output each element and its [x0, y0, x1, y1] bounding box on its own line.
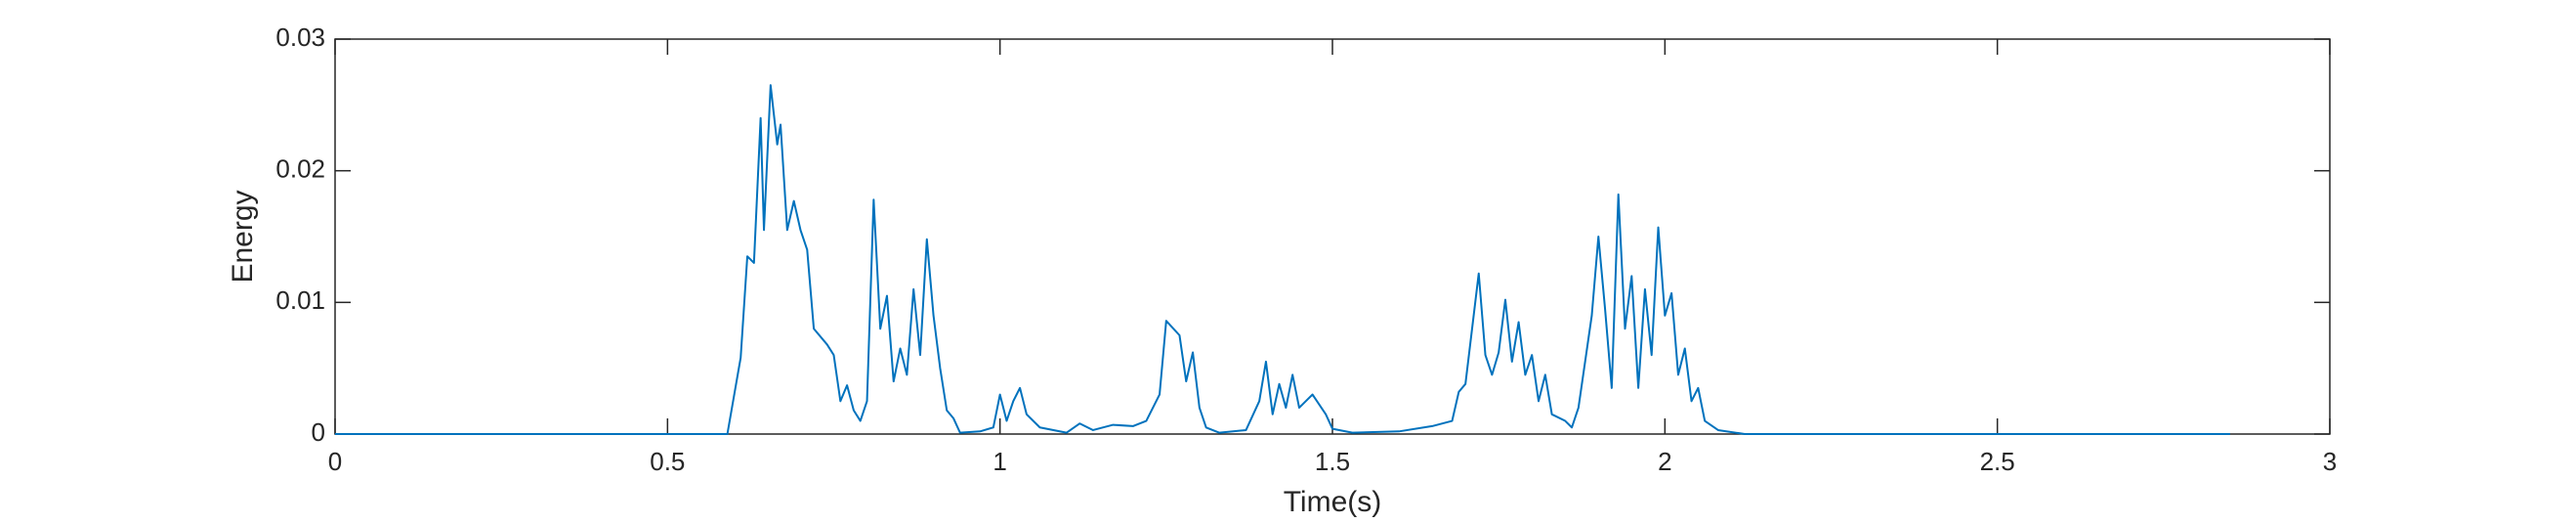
x-tick-label: 3 [2323, 447, 2337, 476]
x-tick-label: 2.5 [1980, 447, 2015, 476]
y-tick-label: 0 [312, 417, 325, 447]
y-axis-label: Energy [227, 190, 259, 283]
y-tick-label: 0.03 [275, 22, 325, 52]
x-tick-label: 2 [1658, 447, 1671, 476]
x-tick-label: 1.5 [1315, 447, 1350, 476]
data-line [335, 84, 2230, 435]
x-axis-label: Time(s) [1284, 486, 1382, 518]
x-tick-label: 0.5 [650, 447, 685, 476]
plot-box [334, 38, 2331, 435]
x-tick-label: 1 [992, 447, 1006, 476]
y-tick-label: 0.02 [275, 154, 325, 184]
x-tick-label: 0 [328, 447, 342, 476]
y-tick-label: 0.01 [275, 285, 325, 315]
